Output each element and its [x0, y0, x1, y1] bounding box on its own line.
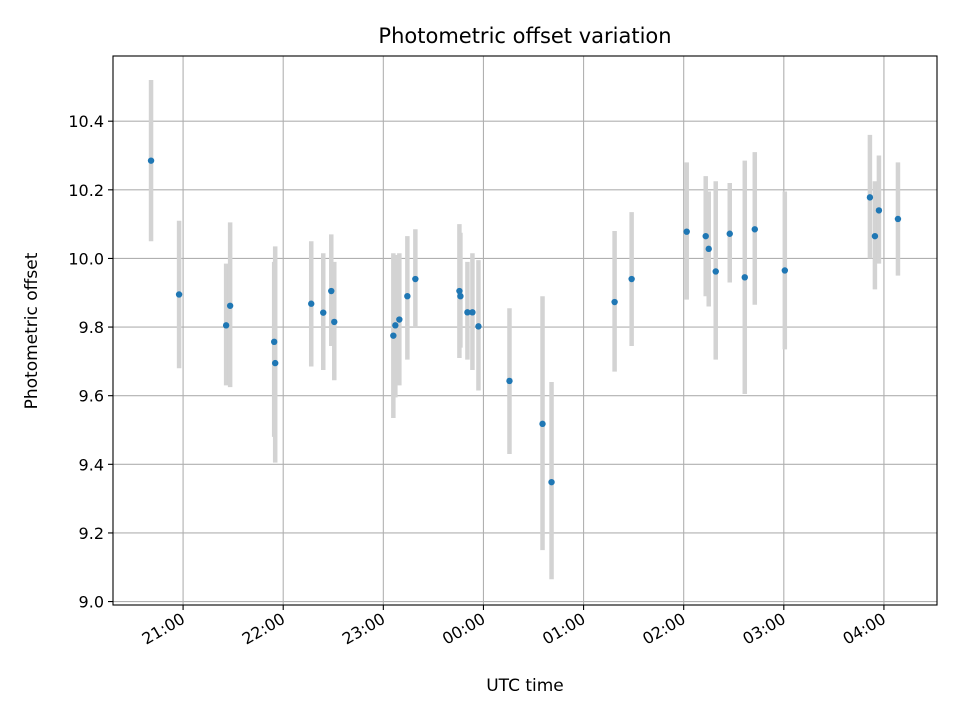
data-point — [705, 245, 712, 253]
data-point — [475, 323, 482, 330]
data-point — [457, 292, 464, 300]
data-point — [712, 268, 719, 275]
data-point — [412, 275, 419, 283]
data-point — [611, 298, 618, 306]
data-point — [751, 226, 758, 233]
data-point — [270, 338, 278, 346]
data-point — [404, 292, 411, 300]
data-point — [894, 215, 902, 223]
data-point — [539, 420, 546, 428]
data-point — [147, 157, 155, 164]
data-point — [469, 309, 476, 316]
y-tick-label: 10.2 — [68, 181, 104, 200]
plot-frame — [112, 55, 938, 606]
data-point — [392, 322, 399, 329]
y-axis-ticks: 9.0 9.2 9.4 9.6 9.8 10.0 10.2 10.4 — [68, 112, 113, 612]
data-point — [506, 377, 513, 385]
data-point — [320, 309, 327, 316]
data-point — [308, 300, 315, 307]
data-point — [726, 230, 733, 237]
data-point — [464, 309, 471, 316]
y-tick-label: 9.4 — [79, 455, 104, 474]
data-point — [548, 478, 555, 486]
data-point — [871, 232, 879, 240]
data-point — [331, 318, 338, 326]
data-points — [147, 157, 902, 486]
y-tick-label: 10.0 — [68, 249, 104, 268]
data-point — [222, 322, 230, 329]
y-tick-label: 9.6 — [79, 387, 104, 406]
x-axis-label: UTC time — [486, 676, 564, 696]
data-point — [683, 228, 690, 235]
chart-title: Photometric offset variation — [378, 24, 671, 48]
data-point — [702, 232, 709, 240]
data-point — [328, 287, 335, 295]
data-point — [741, 274, 748, 281]
y-tick-label: 9.0 — [79, 593, 104, 612]
data-point — [175, 291, 183, 298]
data-point — [866, 194, 874, 201]
data-point — [226, 302, 234, 309]
y-tick-label: 10.4 — [68, 112, 104, 131]
data-point — [628, 275, 635, 283]
data-point — [456, 287, 463, 295]
data-point — [390, 332, 397, 339]
data-point — [396, 316, 403, 323]
y-tick-label: 9.2 — [79, 524, 104, 543]
y-axis-label: Photometric offset — [22, 252, 42, 409]
y-tick-label: 9.8 — [79, 318, 104, 337]
data-point — [875, 207, 883, 214]
data-point — [271, 359, 279, 367]
data-point — [781, 267, 789, 274]
